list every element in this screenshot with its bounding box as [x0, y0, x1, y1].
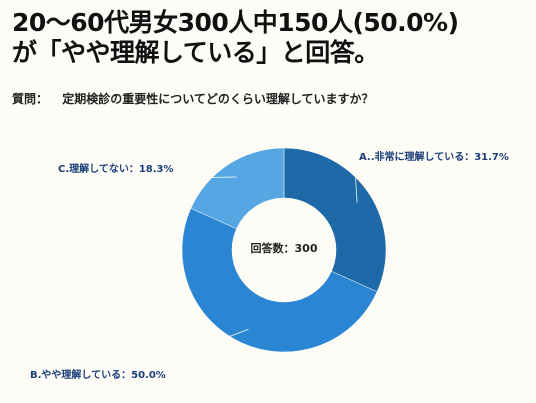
donut-slice-1: [283, 147, 387, 293]
donut-slices: [181, 147, 387, 353]
leader-lines: [149, 167, 358, 367]
slice-labels: A..非常に理解している：31.7% B.やや理解している：50.0% C.理解して…: [30, 150, 509, 381]
headline: 20〜60代男女300人中150人(50.0%) が「やや理解している」と回答。: [12, 8, 459, 68]
headline-line-2: が「やや理解している」と回答。: [12, 38, 379, 67]
slice-label-1: A..非常に理解している：31.7%: [359, 150, 509, 163]
center-label: 回答数：300: [251, 241, 318, 255]
leader-line-2: [149, 328, 249, 367]
donut-slice-3: [190, 147, 285, 230]
headline-line-1: 20〜60代男女300人中150人(50.0%): [12, 8, 459, 37]
slice-label-2: B.やや理解している：50.0%: [30, 368, 166, 381]
donut-slice-2: [181, 207, 378, 353]
leader-line-3: [189, 176, 237, 179]
leader-line-1: [354, 167, 358, 203]
question-text: 定期検診の重要性についてどのくらい理解していますか？: [62, 92, 374, 106]
question-prefix: 質問：: [12, 92, 49, 106]
slice-label-3: C.理解してない：18.3%: [58, 162, 174, 175]
question: 質問： 定期検診の重要性についてどのくらい理解していますか？: [12, 90, 374, 107]
